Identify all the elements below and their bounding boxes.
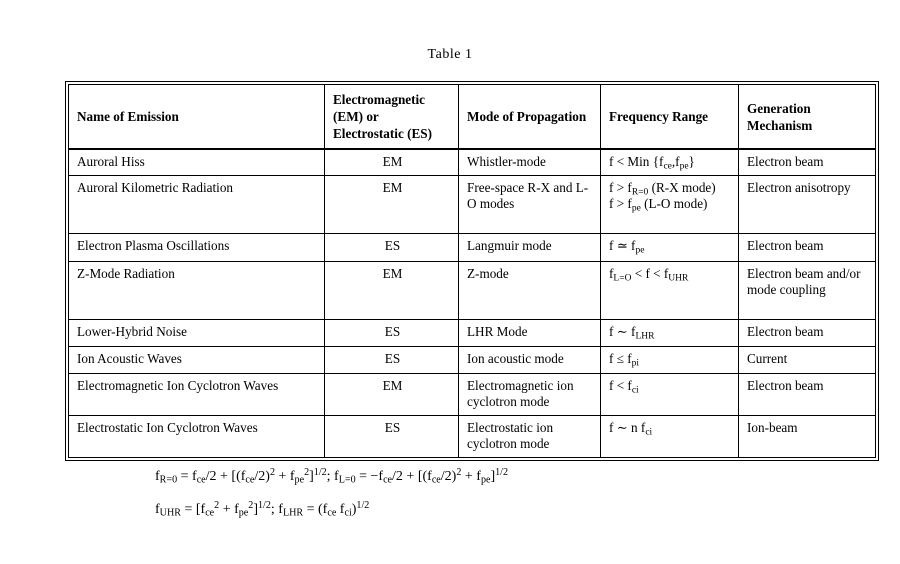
- emissions-table-grid: Name of Emission Electromagnetic (EM) or…: [68, 84, 876, 458]
- table-row: Electromagnetic Ion Cyclotron Waves EM E…: [68, 372, 876, 416]
- frequency-range: f < Min {fce,fpe}: [600, 148, 739, 176]
- em-es-type: ES: [324, 414, 459, 458]
- table-row: Electrostatic Ion Cyclotron Waves ES Ele…: [68, 414, 876, 458]
- emission-name: Z-Mode Radiation: [68, 260, 325, 320]
- generation-mechanism: Electron beam: [738, 232, 876, 262]
- col-header-mode-of-propagation: Mode of Propagation: [458, 84, 601, 150]
- em-es-type: ES: [324, 232, 459, 262]
- formula-line-2: fUHR = [fce2 + fpe2]1/2; fLHR = (fce fci…: [155, 499, 370, 519]
- generation-mechanism: Electron beam: [738, 148, 876, 176]
- table-row: Lower-Hybrid Noise ES LHR Mode f ∼ fLHR …: [68, 318, 876, 347]
- em-es-type: EM: [324, 372, 459, 416]
- table-row: Z-Mode Radiation EM Z-mode fL=O < f < fU…: [68, 260, 876, 320]
- propagation-mode: Electrostatic ion cyclotron mode: [458, 414, 601, 458]
- table-row: Ion Acoustic Waves ES Ion acoustic mode …: [68, 345, 876, 374]
- emission-name: Lower-Hybrid Noise: [68, 318, 325, 347]
- table-row: Auroral Hiss EM Whistler-mode f < Min {f…: [68, 148, 876, 176]
- em-es-type: EM: [324, 260, 459, 320]
- table-row: Electron Plasma Oscillations ES Langmuir…: [68, 232, 876, 262]
- generation-mechanism: Electron beam: [738, 372, 876, 416]
- generation-mechanism: Electron beam and/or mode coupling: [738, 260, 876, 320]
- formulas-block: fR=0 = fce/2 + [(fce/2)2 + fpe2]1/2; fL=…: [155, 466, 508, 532]
- header-row: Name of Emission Electromagnetic (EM) or…: [68, 84, 876, 150]
- generation-mechanism: Current: [738, 345, 876, 374]
- emission-name: Electrostatic Ion Cyclotron Waves: [68, 414, 325, 458]
- frequency-range: f ∼ fLHR: [600, 318, 739, 347]
- generation-mechanism: Electron beam: [738, 318, 876, 347]
- col-header-name-of-emission: Name of Emission: [68, 84, 325, 150]
- emission-name: Auroral Hiss: [68, 148, 325, 176]
- em-es-type: EM: [324, 148, 459, 176]
- propagation-mode: LHR Mode: [458, 318, 601, 347]
- em-es-type: EM: [324, 174, 459, 234]
- generation-mechanism: Electron anisotropy: [738, 174, 876, 234]
- em-es-type: ES: [324, 345, 459, 374]
- table-title: Table 1: [427, 47, 473, 62]
- propagation-mode: Electromagnetic ion cyclotron mode: [458, 372, 601, 416]
- em-es-type: ES: [324, 318, 459, 347]
- table-row: Auroral Kilometric Radiation EM Free-spa…: [68, 174, 876, 234]
- propagation-mode: Z-mode: [458, 260, 601, 320]
- propagation-mode: Whistler-mode: [458, 148, 601, 176]
- propagation-mode: Langmuir mode: [458, 232, 601, 262]
- frequency-range: fL=O < f < fUHR: [600, 260, 739, 320]
- emission-name: Electromagnetic Ion Cyclotron Waves: [68, 372, 325, 416]
- frequency-range: f > fR=0 (R-X mode) f > fpe (L-O mode): [600, 174, 739, 234]
- formula-line-1: fR=0 = fce/2 + [(fce/2)2 + fpe2]1/2; fL=…: [155, 466, 509, 486]
- emission-name: Electron Plasma Oscillations: [68, 232, 325, 262]
- generation-mechanism: Ion-beam: [738, 414, 876, 458]
- frequency-range: f ∼ n fci: [600, 414, 739, 458]
- propagation-mode: Ion acoustic mode: [458, 345, 601, 374]
- emission-name: Auroral Kilometric Radiation: [68, 174, 325, 234]
- propagation-mode: Free-space R-X and L-O modes: [458, 174, 601, 234]
- frequency-range: f < fci: [600, 372, 739, 416]
- emissions-table: Name of Emission Electromagnetic (EM) or…: [65, 81, 879, 461]
- col-header-em-or-es: Electromagnetic (EM) or Electrostatic (E…: [324, 84, 459, 150]
- frequency-range: f ≤ fpi: [600, 345, 739, 374]
- emission-name: Ion Acoustic Waves: [68, 345, 325, 374]
- frequency-range: f ≃ fpe: [600, 232, 739, 262]
- col-header-generation-mechanism: Generation Mechanism: [738, 84, 876, 150]
- col-header-frequency-range: Frequency Range: [600, 84, 739, 150]
